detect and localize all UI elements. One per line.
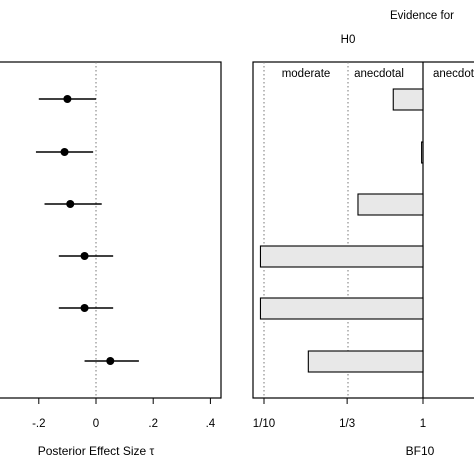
bf-bar (259, 297, 424, 320)
region-label-moderate: moderate (282, 68, 331, 80)
estimate-point (63, 95, 72, 103)
effect-panel-frame (0, 61, 222, 399)
bf-x-axis: 1/10 1/3 1 (253, 398, 426, 430)
x-tick-label: .4 (206, 418, 216, 430)
bf-tick-label: 1 (420, 418, 426, 430)
region-label-anecdotal-2: anecdotal (433, 68, 474, 80)
bf-bar (421, 141, 424, 164)
bayes-factor-panel: 1/10 1/3 1 moderate anecdotal anecdotal Ev… (252, 10, 474, 458)
bf-bar (307, 350, 424, 373)
estimate-point (66, 200, 75, 208)
bf-bar (357, 193, 424, 216)
evidence-header: Evidence for (390, 10, 454, 22)
bf-bars (259, 88, 424, 373)
region-label-anecdotal-1: anecdotal (354, 68, 404, 80)
x-tick-label: 0 (93, 418, 99, 430)
effect-points (35, 95, 139, 365)
effect-size-panel: -.2 0 .2 .4 Posterior Effect Size τ (0, 61, 222, 458)
bf-panel-frame (252, 61, 474, 399)
x-tick-label: .2 (148, 418, 158, 430)
estimate-point (60, 148, 69, 156)
effect-x-axis-label: Posterior Effect Size τ (38, 444, 155, 458)
hypothesis-label: H0 (341, 34, 356, 46)
x-tick-label: -.2 (32, 418, 45, 430)
effect-x-axis: -.2 0 .2 .4 (32, 398, 216, 430)
estimate-point (80, 304, 89, 312)
estimate-point (106, 357, 115, 365)
bf-tick-label: 1/10 (253, 418, 275, 430)
bf-tick-label: 1/3 (339, 418, 355, 430)
estimate-point (80, 252, 89, 260)
bf-x-axis-label: BF10 (406, 444, 435, 458)
bf-bar (259, 245, 424, 268)
bf-bar (392, 88, 424, 111)
